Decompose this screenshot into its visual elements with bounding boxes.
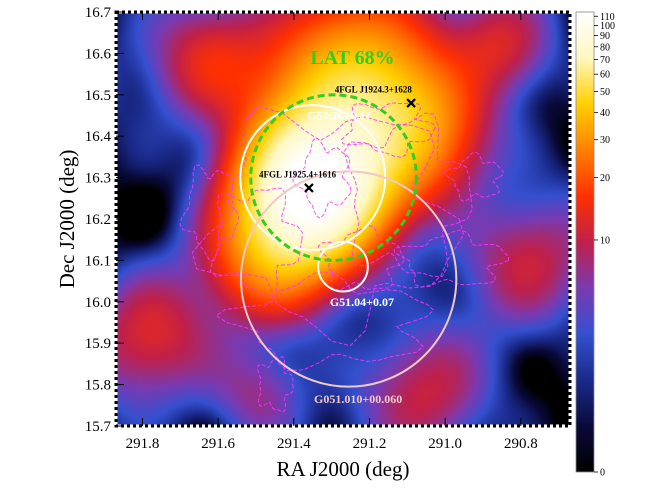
radio-contour	[209, 187, 303, 299]
y-axis-title: Dec J2000 (deg)	[55, 150, 79, 289]
region-circle	[240, 170, 458, 388]
y-tick-label: 16.1	[85, 253, 111, 269]
x-tick-label: 291.2	[353, 436, 387, 452]
y-tick-label: 16.4	[85, 129, 112, 145]
colorbar-tick-label: 20	[600, 173, 610, 184]
source-marker	[304, 183, 314, 193]
radio-contour	[191, 105, 465, 347]
overlay-labels: G51.26+0.11 G51.04+0.07 G051.010+00.060 LAT…	[259, 47, 412, 406]
x-tick-label: 291.8	[126, 436, 160, 452]
colorbar-tick-label: 50	[600, 87, 610, 98]
colorbar-tick-label: 0	[600, 468, 605, 479]
radio-contour	[343, 112, 473, 278]
colorbar-tick-label: 110	[600, 12, 615, 23]
y-axis-ticks: 16.7 16.6 16.5 16.4 16.3 16.2 16.1 16.0 15.9 15.8…	[85, 5, 124, 435]
tsmap-image	[116, 12, 570, 426]
region-label: G51.26+0.11	[307, 109, 371, 123]
colorbar-tick-label: 10	[600, 235, 610, 246]
y-tick-label: 15.9	[85, 336, 111, 352]
radio-contour	[257, 356, 294, 413]
colorbar-tick-label: 100	[600, 21, 615, 32]
source-marker	[406, 98, 416, 108]
heatmap-plot-area	[116, 12, 570, 426]
colorbar-tick-label: 80	[600, 42, 610, 53]
x-axis-title: RA J2000 (deg)	[277, 457, 410, 481]
y-tick-label: 16.2	[85, 212, 111, 228]
y-tick-label: 15.8	[85, 378, 111, 394]
y-tick-label: 16.5	[85, 88, 111, 104]
region-label: G051.010+00.060	[314, 392, 402, 406]
lat-68-circle	[249, 93, 418, 262]
y-tick-label: 15.7	[85, 419, 112, 435]
colorbar-tick-label: 70	[600, 55, 610, 66]
radio-contour	[215, 271, 435, 372]
y-tick-label: 16.7	[85, 5, 112, 21]
region-label: G51.04+0.07	[330, 295, 394, 309]
y-tick-label: 16.6	[85, 46, 112, 62]
source-label: 4FGL J1924.3+1628	[335, 85, 413, 95]
colorbar-tick-label: 40	[600, 108, 610, 119]
region-circle	[317, 240, 369, 293]
lat-68-label: LAT 68%	[310, 47, 394, 69]
colorbar-bar	[575, 11, 595, 473]
source-markers	[304, 98, 416, 193]
x-tick-label: 290.8	[504, 436, 538, 452]
source-label: 4FGL J1925.4+1616	[259, 170, 337, 180]
radio-contour	[179, 164, 240, 263]
x-tick-label: 291.6	[201, 436, 235, 452]
colorbar-tick-label: 60	[600, 70, 610, 81]
y-tick-label: 16.0	[85, 295, 111, 311]
radio-contour	[393, 229, 510, 288]
radio-contour	[292, 136, 352, 220]
plot-frame-dashed	[114, 10, 572, 428]
x-tick-label: 291.0	[428, 436, 462, 452]
colorbar-tick-label: 30	[600, 135, 610, 146]
y-tick-label: 16.3	[85, 171, 111, 187]
x-axis-ticks: 291.8 291.6 291.4 291.2 291.0 290.8	[126, 12, 538, 452]
x-tick-label: 291.4	[277, 436, 311, 452]
region-circles	[239, 93, 458, 388]
colorbar-tick-label: 90	[600, 31, 610, 42]
radio-contour	[444, 151, 504, 203]
